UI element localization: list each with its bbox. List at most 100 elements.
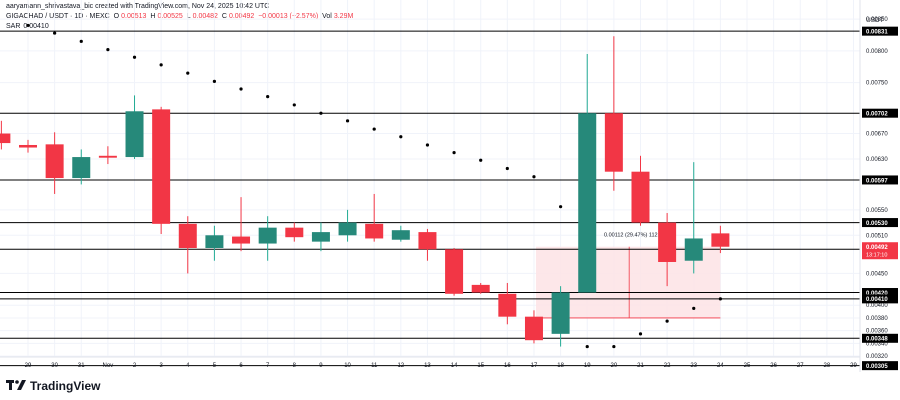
time-axis: 29 30 31 Nov 2 3 4 5 6 7 8 9 10 11 12 13 14 15 16 17 18 19 20 2… <box>0 356 860 369</box>
time-tick: 25 <box>744 363 751 369</box>
level-price-tag-label: 0.00348 <box>866 337 888 343</box>
horizontal-levels <box>0 30 860 367</box>
sar-dot <box>345 119 350 123</box>
price-tick: 0.00850 <box>866 17 888 23</box>
price-tick: 0.00450 <box>866 271 888 277</box>
time-tick: 19 <box>584 363 591 369</box>
candle-body <box>471 284 490 293</box>
time-tick: 29 <box>850 363 857 369</box>
time-tick: 31 <box>78 363 85 369</box>
candle-body <box>311 232 330 242</box>
sar-dot <box>479 158 483 162</box>
time-tick: 3 <box>159 363 163 369</box>
volume-label: Vol <box>322 13 332 20</box>
time-tick: 26 <box>770 363 777 369</box>
time-tick: 30 <box>51 363 58 369</box>
time-tick: 24 <box>717 363 724 369</box>
price-tick: 0.00550 <box>866 208 888 214</box>
open-value: 0.00513 <box>121 13 147 20</box>
sar-dot <box>53 31 57 35</box>
sar-dot <box>425 143 430 147</box>
sar-dot <box>159 63 163 67</box>
time-tick: 27 <box>797 363 804 369</box>
sar-dot <box>638 332 643 336</box>
close-value: 0.00492 <box>228 13 255 20</box>
candle-body <box>72 157 91 179</box>
symbol-label[interactable]: GIGACHAD / USDT · 1D · MEXC <box>6 13 110 20</box>
level-price-tag <box>862 175 898 185</box>
level-price-tag-label: 0.00597 <box>866 178 888 184</box>
time-tick: 11 <box>371 363 378 369</box>
time-tick: 22 <box>664 363 671 369</box>
sar-dot <box>106 48 110 52</box>
sar-dot <box>559 205 563 209</box>
sar-dot <box>532 175 536 179</box>
brand-name: TradingView <box>30 379 101 393</box>
price-tick: 0.00630 <box>866 157 888 163</box>
candle-body <box>498 293 517 317</box>
high-label: H <box>150 13 156 20</box>
price-tick: 0.00750 <box>866 81 888 87</box>
time-tick: 29 <box>25 363 32 369</box>
tradingview-brand: TradingView <box>6 379 100 393</box>
sar-indicator-line[interactable]: SAR 0.00410 <box>6 22 355 32</box>
candle-body <box>631 171 650 223</box>
candle-body <box>178 223 197 248</box>
candle-body <box>285 227 304 238</box>
level-price-tag <box>862 26 898 36</box>
level-price-tag-label: 0.00410 <box>866 297 888 303</box>
price-tick: 0.00670 <box>866 132 888 138</box>
open-label: O <box>113 13 120 20</box>
level-price-tag <box>862 294 898 304</box>
time-tick: 14 <box>451 363 458 369</box>
level-price-tag <box>862 288 898 298</box>
sar-dot <box>239 87 243 91</box>
time-tick: 5 <box>213 363 217 369</box>
time-tick: 28 <box>824 363 831 369</box>
change-value: −0.00013 (−2.57%) <box>258 13 319 20</box>
chart-header: aaryamann_shrivastava_bic created with T… <box>6 2 355 32</box>
sar-dot <box>452 151 456 155</box>
currency-label: USDT <box>866 17 884 24</box>
level-price-tag <box>862 218 898 228</box>
candle-body <box>658 222 677 262</box>
grid-lines <box>0 0 860 357</box>
current-price-tag <box>862 242 898 260</box>
sar-dot <box>585 344 589 349</box>
time-tick: 21 <box>637 363 644 369</box>
candle-body <box>338 222 357 236</box>
candle-body <box>98 155 117 158</box>
time-tick: 10 <box>344 363 351 369</box>
candle-body <box>551 292 570 334</box>
time-tick: 17 <box>531 363 538 369</box>
level-price-tag-label: 0.00305 <box>866 364 888 370</box>
candle-body <box>152 109 171 224</box>
low-value: 0.00482 <box>192 13 218 20</box>
time-tick: 16 <box>504 363 511 369</box>
sar-dot <box>372 127 376 131</box>
candle-body <box>125 111 144 158</box>
price-tick: 0.00360 <box>866 329 888 335</box>
sar-dot <box>399 135 403 139</box>
time-tick: 15 <box>477 363 484 369</box>
time-tick: 12 <box>397 363 404 369</box>
candle-body <box>205 235 224 248</box>
sar-label: SAR <box>6 23 21 30</box>
candlesticks <box>0 36 730 347</box>
level-price-tag <box>862 333 898 343</box>
measure-label: 0.00112 (29.47%) 112 <box>604 233 658 239</box>
candle-body <box>711 233 730 247</box>
level-price-tag <box>862 108 898 118</box>
candle-body <box>365 223 384 239</box>
current-price-value: 0.00492 <box>866 245 888 251</box>
close-label: C <box>221 13 227 20</box>
high-value: 0.00525 <box>157 13 183 20</box>
candle-body <box>45 144 64 179</box>
low-label: L <box>186 13 191 20</box>
price-tick: 0.00800 <box>866 49 888 55</box>
time-tick: 9 <box>319 363 323 369</box>
candle-body <box>391 230 410 240</box>
author-line: aaryamann_shrivastava_bic created with T… <box>6 3 270 10</box>
price-axis: USDT 0.00850 0.00800 0.00750 0.00670 0.00630… <box>859 0 900 372</box>
